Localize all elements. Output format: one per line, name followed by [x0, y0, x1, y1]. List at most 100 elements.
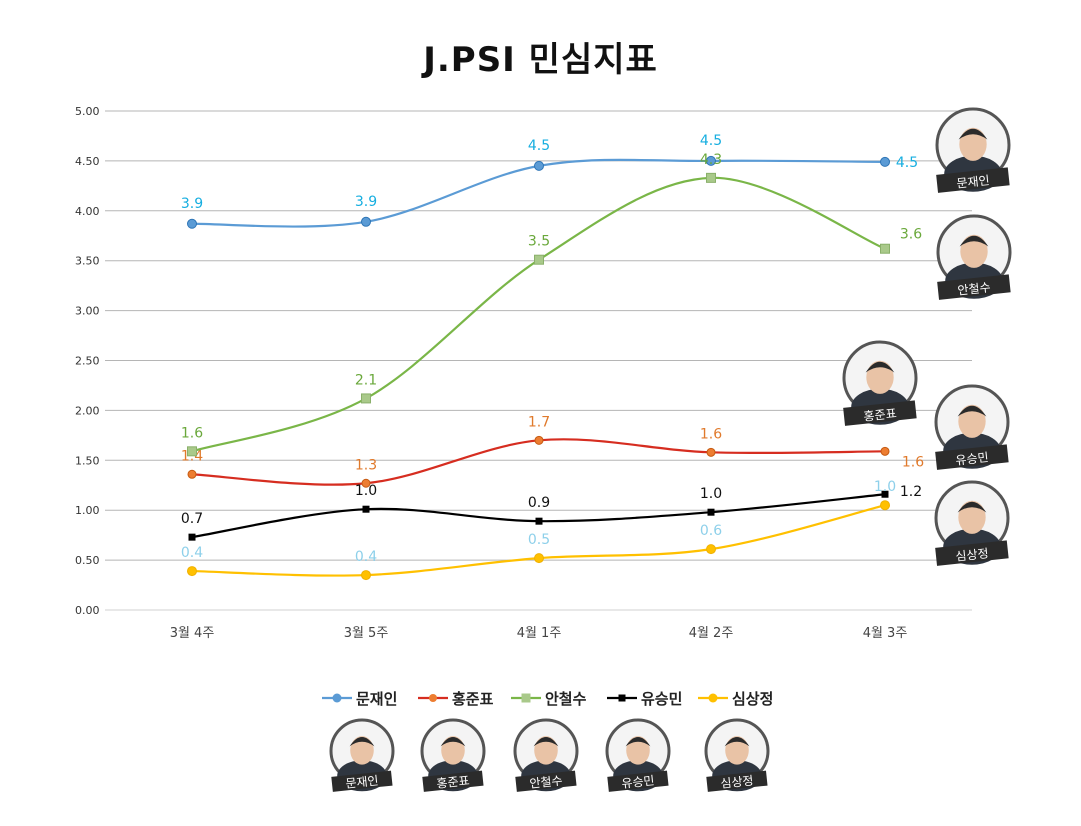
legend-marker	[332, 693, 342, 703]
data-point	[187, 446, 197, 457]
hair-icon	[625, 737, 651, 747]
legend-item-3: 안철수	[511, 690, 587, 708]
data-label: 0.6	[700, 523, 722, 539]
face-icon	[958, 404, 986, 438]
data-label: 1.0	[874, 479, 896, 495]
series-line-2	[191, 438, 886, 486]
y-tick-label: 3.00	[75, 305, 100, 318]
face-icon	[441, 736, 465, 765]
legend-label: 유승민	[641, 690, 682, 708]
data-point	[187, 566, 197, 577]
data-point	[534, 553, 544, 564]
name-tag	[607, 770, 669, 792]
name-tag	[515, 770, 577, 792]
portrait-name: 홍준표	[863, 406, 897, 423]
hair-icon	[349, 737, 375, 747]
hair-icon	[959, 235, 989, 247]
legend-item-4: 유승민	[607, 690, 682, 708]
data-label: 3.9	[181, 196, 203, 212]
name-tag	[422, 770, 484, 792]
portrait-right-3: 홍준표	[842, 340, 918, 426]
data-label: 1.7	[528, 414, 550, 430]
data-point	[880, 500, 890, 511]
portrait-right-4: 유승민	[934, 384, 1010, 470]
face-icon	[350, 736, 374, 765]
face-icon	[959, 127, 987, 161]
portrait-bottom-5: 심상정	[704, 718, 770, 792]
data-point	[534, 254, 544, 265]
data-point	[362, 505, 370, 513]
data-point	[880, 243, 890, 254]
legend-marker	[708, 693, 718, 703]
data-label: 4.5	[528, 138, 550, 154]
portrait-right-1: 문재인	[935, 107, 1011, 193]
x-tick-label: 4월 3주	[863, 626, 908, 641]
x-tick-label: 4월 2주	[689, 626, 734, 641]
portrait-right-2: 안철수	[936, 214, 1012, 300]
name-tag	[331, 770, 393, 792]
x-tick-label: 3월 5주	[344, 626, 389, 641]
data-point	[706, 155, 716, 166]
data-label: 3.5	[528, 234, 550, 250]
name-tag	[706, 770, 768, 792]
portrait-bottom-2: 홍준표	[420, 718, 486, 792]
data-point	[534, 160, 544, 171]
data-point	[880, 156, 890, 167]
data-label: 3.6	[900, 227, 922, 243]
portrait-name: 문재인	[345, 774, 379, 791]
y-tick-label: 0.50	[75, 554, 100, 567]
y-tick-label: 2.00	[75, 404, 100, 417]
portrait-right-5: 심상정	[934, 480, 1010, 566]
portrait-bottom-4: 유승민	[605, 718, 671, 792]
portrait-name: 안철수	[957, 280, 991, 297]
portrait-name: 홍준표	[436, 774, 470, 791]
data-point	[706, 544, 716, 555]
legend-label: 심상정	[732, 690, 773, 708]
hair-icon	[533, 737, 559, 747]
data-point	[361, 216, 371, 227]
legend-item-1: 문재인	[322, 690, 397, 708]
data-point	[188, 533, 196, 541]
hair-icon	[957, 405, 987, 417]
portrait-bottom-1: 문재인	[329, 718, 395, 792]
data-point	[706, 447, 716, 457]
hair-icon	[440, 737, 466, 747]
data-point	[361, 570, 371, 581]
face-icon	[534, 736, 558, 765]
hair-icon	[724, 737, 750, 747]
portrait-name: 심상정	[720, 774, 754, 791]
data-label: 1.6	[700, 426, 722, 442]
y-tick-label: 5.00	[75, 105, 100, 118]
legend-label: 홍준표	[452, 690, 494, 708]
face-icon	[725, 736, 749, 765]
x-tick-label: 3월 4주	[170, 626, 215, 641]
hair-icon	[957, 501, 987, 513]
legend-marker	[429, 694, 437, 702]
data-label: 0.5	[528, 532, 550, 548]
data-label: 0.9	[528, 495, 550, 511]
y-tick-label: 3.50	[75, 255, 100, 268]
data-point	[534, 435, 544, 445]
legend-marker	[618, 694, 626, 702]
chart-title: J.PSI 민심지표	[423, 40, 658, 80]
x-tick-label: 4월 1주	[517, 626, 562, 641]
portrait-bottom-3: 안철수	[513, 718, 579, 792]
y-tick-label: 1.00	[75, 504, 100, 517]
data-point	[881, 490, 889, 498]
data-label: 3.9	[355, 194, 377, 210]
y-tick-label: 4.50	[75, 155, 100, 168]
y-tick-label: 1.50	[75, 454, 100, 467]
y-tick-label: 2.50	[75, 355, 100, 368]
y-tick-label: 4.00	[75, 205, 100, 218]
hair-icon	[865, 361, 895, 373]
data-label: 4.5	[700, 133, 722, 149]
portrait-name: 심상정	[955, 546, 989, 563]
data-label: 4.5	[896, 155, 918, 171]
name-tag	[843, 400, 917, 426]
data-label: 0.7	[181, 511, 203, 527]
face-icon	[866, 360, 894, 394]
data-label: 1.6	[181, 425, 203, 441]
data-point	[707, 508, 715, 516]
data-label: 1.0	[355, 483, 377, 499]
data-point	[187, 218, 197, 229]
